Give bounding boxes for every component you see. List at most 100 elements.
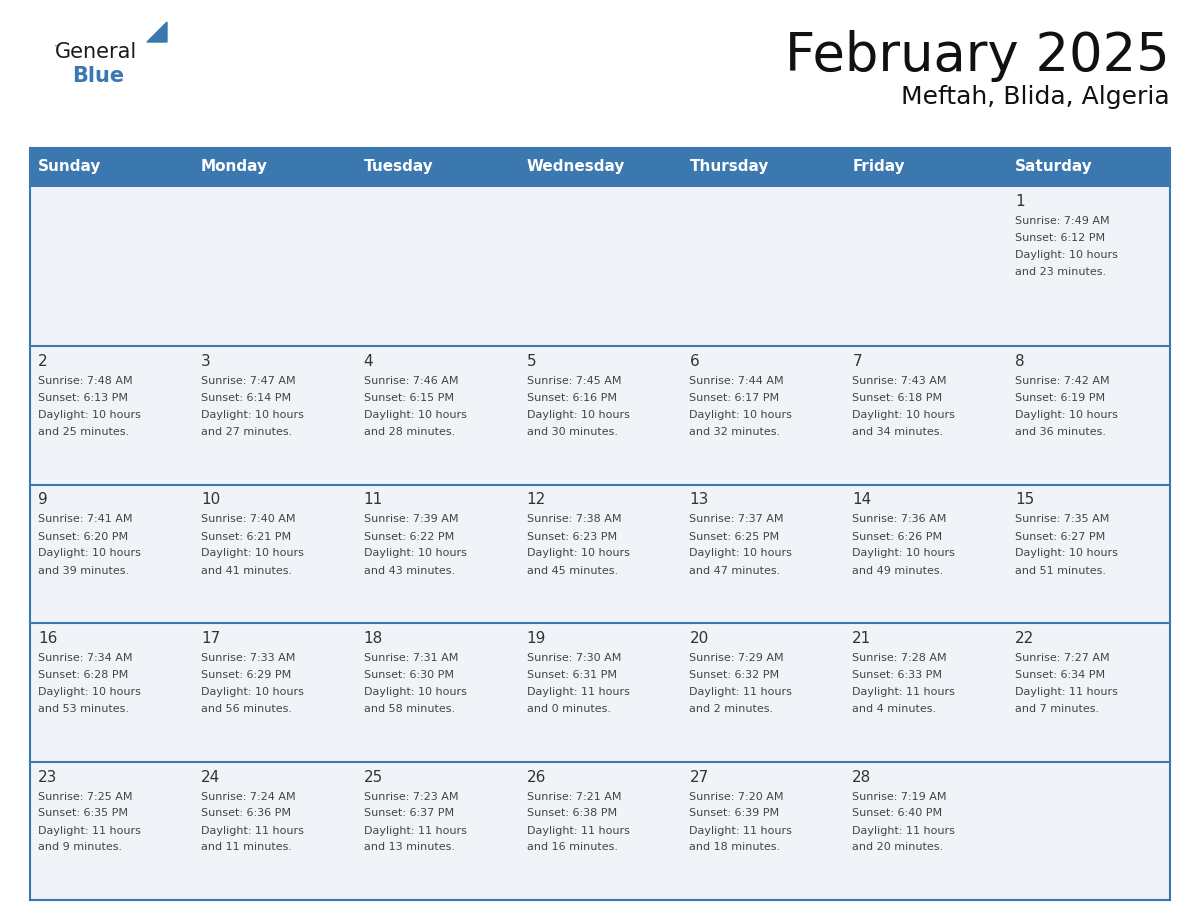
Bar [192, 186, 355, 346]
Text: and 25 minutes.: and 25 minutes. [38, 427, 129, 437]
Bar [845, 623, 1007, 762]
Text: Sunrise: 7:42 AM: Sunrise: 7:42 AM [1015, 376, 1110, 386]
Bar [30, 623, 192, 762]
Text: Blue: Blue [72, 66, 124, 86]
Text: and 51 minutes.: and 51 minutes. [1015, 565, 1106, 576]
Text: Sunset: 6:36 PM: Sunset: 6:36 PM [201, 809, 291, 819]
Bar [355, 762, 519, 900]
Text: 15: 15 [1015, 492, 1035, 508]
Text: Sunset: 6:27 PM: Sunset: 6:27 PM [1015, 532, 1105, 542]
Text: Daylight: 10 hours: Daylight: 10 hours [364, 410, 467, 420]
Text: Sunrise: 7:43 AM: Sunrise: 7:43 AM [852, 376, 947, 386]
Text: Sunrise: 7:24 AM: Sunrise: 7:24 AM [201, 791, 296, 801]
Text: Sunrise: 7:36 AM: Sunrise: 7:36 AM [852, 514, 947, 524]
Text: Daylight: 10 hours: Daylight: 10 hours [201, 687, 304, 697]
Text: 13: 13 [689, 492, 709, 508]
Text: Daylight: 11 hours: Daylight: 11 hours [526, 687, 630, 697]
Text: February 2025: February 2025 [785, 30, 1170, 82]
Text: 17: 17 [201, 631, 220, 646]
Text: 25: 25 [364, 769, 383, 785]
Text: 8: 8 [1015, 354, 1025, 369]
Text: Sunset: 6:15 PM: Sunset: 6:15 PM [364, 393, 454, 403]
Text: Sunrise: 7:35 AM: Sunrise: 7:35 AM [1015, 514, 1110, 524]
Text: and 34 minutes.: and 34 minutes. [852, 427, 943, 437]
Text: #1a1a1a: #1a1a1a [55, 45, 62, 46]
Text: Sunrise: 7:29 AM: Sunrise: 7:29 AM [689, 653, 784, 663]
Bar [682, 186, 845, 346]
Bar [845, 762, 1007, 900]
Bar [192, 346, 355, 485]
Text: and 53 minutes.: and 53 minutes. [38, 704, 129, 714]
Text: 19: 19 [526, 631, 546, 646]
Bar [30, 346, 192, 485]
Text: Sunset: 6:20 PM: Sunset: 6:20 PM [38, 532, 128, 542]
Bar [1007, 485, 1170, 623]
Text: Sunset: 6:25 PM: Sunset: 6:25 PM [689, 532, 779, 542]
Text: 7: 7 [852, 354, 862, 369]
Text: Sunday: Sunday [38, 160, 101, 174]
Text: Meftah, Blida, Algeria: Meftah, Blida, Algeria [902, 85, 1170, 109]
Text: General: General [55, 42, 138, 62]
Text: Sunrise: 7:38 AM: Sunrise: 7:38 AM [526, 514, 621, 524]
Text: Sunrise: 7:19 AM: Sunrise: 7:19 AM [852, 791, 947, 801]
Bar [519, 346, 682, 485]
Text: Sunset: 6:30 PM: Sunset: 6:30 PM [364, 670, 454, 680]
Text: and 41 minutes.: and 41 minutes. [201, 565, 292, 576]
Bar [519, 623, 682, 762]
Text: and 58 minutes.: and 58 minutes. [364, 704, 455, 714]
Text: and 28 minutes.: and 28 minutes. [364, 427, 455, 437]
Text: Sunset: 6:35 PM: Sunset: 6:35 PM [38, 809, 128, 819]
Text: 14: 14 [852, 492, 872, 508]
Text: Daylight: 10 hours: Daylight: 10 hours [201, 548, 304, 558]
Text: Sunset: 6:33 PM: Sunset: 6:33 PM [852, 670, 942, 680]
Text: and 16 minutes.: and 16 minutes. [526, 843, 618, 853]
Text: Sunrise: 7:20 AM: Sunrise: 7:20 AM [689, 791, 784, 801]
Bar [355, 623, 519, 762]
Text: and 23 minutes.: and 23 minutes. [1015, 267, 1106, 277]
Bar [30, 148, 1170, 186]
Text: and 47 minutes.: and 47 minutes. [689, 565, 781, 576]
Text: Sunrise: 7:23 AM: Sunrise: 7:23 AM [364, 791, 459, 801]
Text: 23: 23 [38, 769, 57, 785]
Text: 10: 10 [201, 492, 220, 508]
Text: Daylight: 10 hours: Daylight: 10 hours [689, 410, 792, 420]
Bar [1007, 346, 1170, 485]
Text: Sunset: 6:29 PM: Sunset: 6:29 PM [201, 670, 291, 680]
Text: and 2 minutes.: and 2 minutes. [689, 704, 773, 714]
Bar [30, 186, 192, 346]
Text: Daylight: 10 hours: Daylight: 10 hours [689, 548, 792, 558]
Text: Sunset: 6:31 PM: Sunset: 6:31 PM [526, 670, 617, 680]
Text: Sunrise: 7:49 AM: Sunrise: 7:49 AM [1015, 216, 1110, 226]
Text: Friday: Friday [852, 160, 905, 174]
Text: Sunrise: 7:46 AM: Sunrise: 7:46 AM [364, 376, 459, 386]
Text: 1: 1 [1015, 194, 1025, 209]
Text: 5: 5 [526, 354, 536, 369]
Text: and 36 minutes.: and 36 minutes. [1015, 427, 1106, 437]
Bar [192, 485, 355, 623]
Text: 12: 12 [526, 492, 545, 508]
Text: Daylight: 10 hours: Daylight: 10 hours [364, 548, 467, 558]
Text: and 13 minutes.: and 13 minutes. [364, 843, 455, 853]
Text: Sunset: 6:40 PM: Sunset: 6:40 PM [852, 809, 942, 819]
Text: 22: 22 [1015, 631, 1035, 646]
Text: Sunrise: 7:47 AM: Sunrise: 7:47 AM [201, 376, 296, 386]
Text: Daylight: 10 hours: Daylight: 10 hours [852, 410, 955, 420]
Bar [30, 485, 192, 623]
Text: 3: 3 [201, 354, 210, 369]
Text: Sunset: 6:23 PM: Sunset: 6:23 PM [526, 532, 617, 542]
Text: Sunrise: 7:45 AM: Sunrise: 7:45 AM [526, 376, 621, 386]
Text: 11: 11 [364, 492, 383, 508]
Text: and 4 minutes.: and 4 minutes. [852, 704, 936, 714]
Text: and 43 minutes.: and 43 minutes. [364, 565, 455, 576]
Text: Daylight: 11 hours: Daylight: 11 hours [526, 825, 630, 835]
Text: 21: 21 [852, 631, 872, 646]
Text: Daylight: 10 hours: Daylight: 10 hours [38, 687, 141, 697]
Text: Sunrise: 7:33 AM: Sunrise: 7:33 AM [201, 653, 296, 663]
Text: Sunrise: 7:44 AM: Sunrise: 7:44 AM [689, 376, 784, 386]
Bar [845, 346, 1007, 485]
Text: Sunset: 6:32 PM: Sunset: 6:32 PM [689, 670, 779, 680]
Text: and 0 minutes.: and 0 minutes. [526, 704, 611, 714]
Bar [682, 485, 845, 623]
Text: Daylight: 10 hours: Daylight: 10 hours [364, 687, 467, 697]
Text: Daylight: 10 hours: Daylight: 10 hours [201, 410, 304, 420]
